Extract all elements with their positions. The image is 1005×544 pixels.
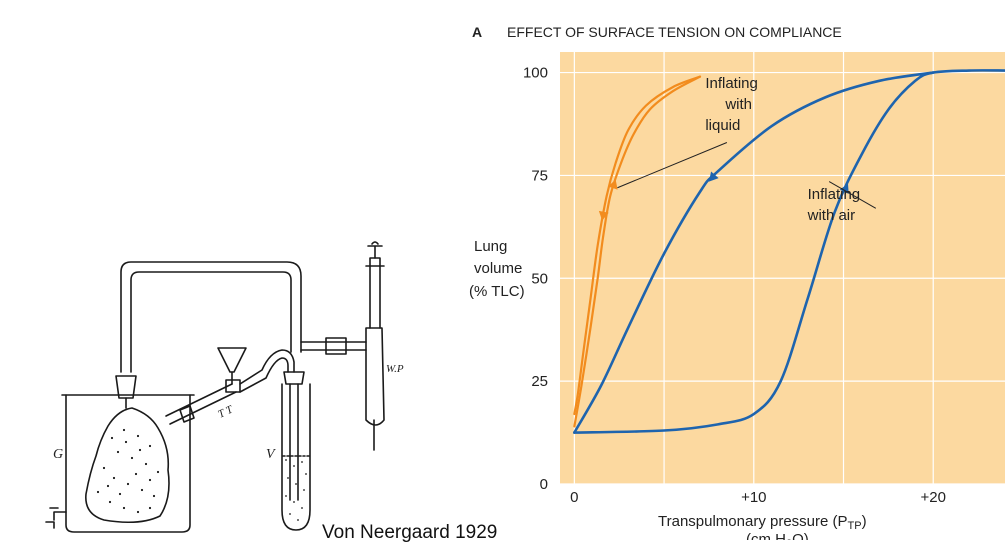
lung-apparatus-illustration bbox=[45, 241, 385, 533]
lung-shape bbox=[85, 407, 170, 524]
y-tick-label-4: 100 bbox=[523, 65, 548, 82]
annotation-leader-0 bbox=[617, 142, 728, 189]
label-clamps: T T bbox=[216, 403, 235, 420]
annotation-0: Inflating with liquid bbox=[705, 75, 758, 134]
y-tick-label-0: 0 bbox=[540, 476, 548, 493]
lung-texture bbox=[96, 428, 160, 514]
pump-valve bbox=[365, 241, 385, 267]
y-axis-label: Lung volume (% TLC) bbox=[469, 238, 527, 300]
x-tick-label-2: +20 bbox=[920, 489, 945, 506]
x-tick-label-1: +10 bbox=[741, 489, 766, 506]
series-arrow-2 bbox=[608, 179, 618, 190]
y-tick-labels: 0 25 50 75 100 bbox=[523, 65, 548, 493]
chart-title: EFFECT OF SURFACE TENSION ON COMPLIANCE bbox=[507, 24, 842, 40]
funnel bbox=[217, 347, 247, 373]
plot-background bbox=[560, 52, 1005, 484]
pump-tube bbox=[300, 341, 367, 351]
annotations: Inflating with liquid Inflating with air bbox=[617, 75, 877, 224]
panel-label: A bbox=[472, 24, 482, 40]
trachea-tube bbox=[165, 383, 237, 425]
connecting-tube-outer bbox=[120, 261, 302, 373]
label-container: G bbox=[53, 447, 63, 462]
annotation-1: Inflating with air bbox=[807, 186, 861, 224]
vessel-body bbox=[281, 383, 311, 531]
label-vessel: V bbox=[266, 447, 276, 462]
s-tube bbox=[239, 349, 295, 385]
y-tick-label-3: 75 bbox=[531, 167, 548, 184]
water-pump-body bbox=[365, 327, 385, 426]
drain-tap bbox=[45, 507, 67, 529]
series-line-1 bbox=[573, 71, 935, 434]
vessel-stopper bbox=[283, 371, 305, 385]
y-tick-label-2: 50 bbox=[531, 270, 548, 287]
x-axis-label: Transpulmonary pressure (PTP) bbox=[658, 513, 867, 532]
annotation-leader-1 bbox=[828, 181, 877, 209]
x-tick-label-0: 0 bbox=[570, 489, 578, 506]
x-axis-unit: (cm H2O) bbox=[746, 531, 809, 540]
vessel-liquid bbox=[285, 459, 307, 521]
series-group bbox=[573, 69, 1005, 434]
series-arrow-3 bbox=[598, 210, 609, 221]
apparatus-labels: G T T V W.P bbox=[53, 363, 404, 462]
label-water-pump: W.P bbox=[386, 363, 404, 375]
x-tick-labels: 0 +10 +20 bbox=[570, 489, 946, 506]
connecting-tube-inner bbox=[130, 271, 292, 373]
series-line-3 bbox=[573, 75, 702, 416]
jar-stopper bbox=[115, 375, 137, 399]
figure-caption: Von Neergaard 1929 bbox=[322, 522, 498, 543]
series-arrow-1 bbox=[708, 171, 719, 182]
water-pump-top bbox=[369, 257, 381, 329]
y-tick-label-1: 25 bbox=[531, 373, 548, 390]
bell-jar bbox=[65, 394, 191, 533]
series-line-2 bbox=[573, 75, 702, 428]
grid-lines bbox=[560, 52, 1005, 485]
